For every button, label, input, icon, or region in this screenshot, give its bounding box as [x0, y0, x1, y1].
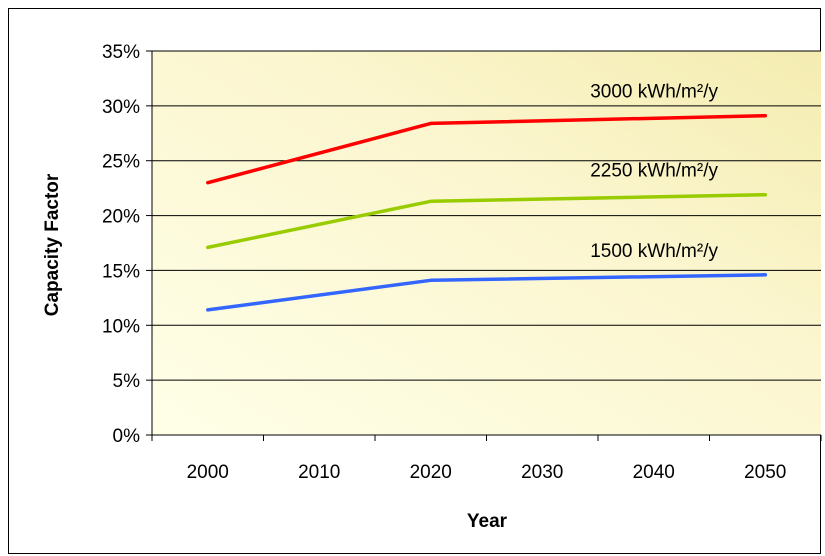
labels: 0% 5% 10% 15% 20% 25% 30% 35% 2000 2010 2020 2030 20… — [102, 42, 786, 483]
series-lines — [206, 113, 768, 312]
y-tick-label: 30% — [102, 97, 140, 118]
y-tick-label: 35% — [102, 42, 140, 63]
series-line-1 — [206, 113, 768, 185]
series-line-3 — [206, 273, 768, 312]
x-axis-title: Year — [467, 511, 508, 532]
axes — [146, 50, 822, 441]
series-label-2: 2250 kWh/m²/y — [590, 161, 718, 182]
y-tick-label: 10% — [102, 316, 140, 337]
x-tick-label: 2010 — [298, 462, 340, 483]
x-tick-label: 2020 — [410, 462, 452, 483]
y-tick-label: 20% — [102, 207, 140, 228]
series-line-2 — [206, 192, 768, 250]
y-axis-title: Capacity Factor — [42, 173, 63, 316]
y-tick-label: 5% — [113, 371, 141, 392]
x-tick-label: 2000 — [187, 462, 229, 483]
x-tick-label: 2050 — [744, 462, 786, 483]
y-tick-label: 15% — [102, 261, 140, 282]
y-tick-label: 0% — [113, 426, 141, 447]
grid-lines — [152, 50, 821, 381]
y-tick-label: 25% — [102, 152, 140, 173]
series-label-3: 1500 kWh/m²/y — [590, 241, 718, 262]
x-tick-label: 2040 — [633, 462, 675, 483]
series-label-1: 3000 kWh/m²/y — [590, 82, 718, 103]
x-tick-label: 2030 — [521, 462, 563, 483]
plot-area — [152, 51, 821, 435]
